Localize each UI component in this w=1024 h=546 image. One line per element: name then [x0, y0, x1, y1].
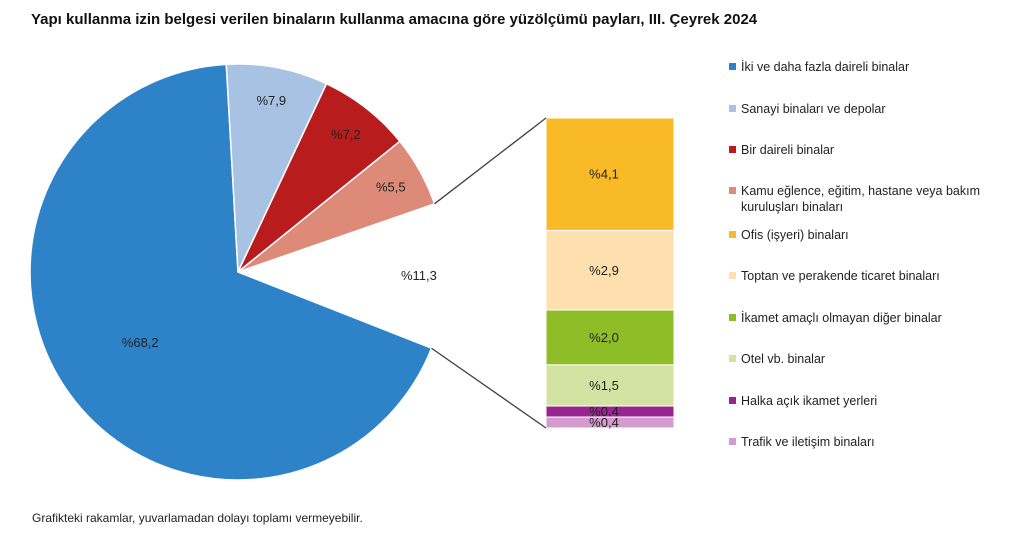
- connector-line-top: [434, 117, 547, 205]
- pie-slice-label: %5,5: [376, 180, 406, 195]
- bar-segment-label: %0,4: [589, 415, 619, 430]
- legend-item: Trafik ve iletişim binaları: [729, 434, 1014, 450]
- bar-segment-label: %4,1: [589, 167, 619, 182]
- chart-title: Yapı kullanma izin belgesi verilen binal…: [31, 11, 758, 28]
- legend-label: Trafik ve iletişim binaları: [741, 435, 875, 449]
- pie-slice-label: %7,2: [331, 127, 361, 142]
- legend-item: Kamu eğlence, eğitim, hastane veya bakım…: [729, 183, 1014, 215]
- legend-swatch: [729, 187, 736, 194]
- legend-swatch: [729, 231, 736, 238]
- legend-item: Toptan ve perakende ticaret binaları: [729, 268, 1014, 284]
- pie-slice: [29, 63, 433, 481]
- legend-label: İkamet amaçlı olmayan diğer binalar: [741, 311, 942, 325]
- pie-slice: [225, 63, 328, 273]
- legend-label: Kamu eğlence, eğitim, hastane veya bakım…: [741, 184, 981, 214]
- bar-segment-label: %0,4: [589, 404, 619, 419]
- connector-line-bottom: [431, 347, 547, 429]
- footnote: Grafikteki rakamlar, yuvarlamadan dolayı…: [32, 511, 363, 525]
- legend-item: Ofis (işyeri) binaları: [729, 227, 1014, 243]
- legend-swatch: [729, 272, 736, 279]
- legend-item: Sanayi binaları ve depolar: [729, 101, 1014, 117]
- bar-segment-label: %2,9: [589, 263, 619, 278]
- legend-item: İkamet amaçlı olmayan diğer binalar: [729, 310, 1014, 326]
- bar-segment: [545, 309, 675, 366]
- legend-label: Otel vb. binalar: [741, 352, 826, 366]
- legend-label: Halka açık ikamet yerleri: [741, 394, 878, 408]
- pie-slice-label: %68,2: [122, 335, 159, 350]
- legend-swatch: [729, 63, 736, 70]
- legend-item: Otel vb. binalar: [729, 351, 1014, 367]
- legend-swatch: [729, 314, 736, 321]
- legend-swatch: [729, 146, 736, 153]
- other-slice-label: %11,3: [401, 268, 437, 283]
- legend-item: İki ve daha fazla daireli binalar: [729, 59, 1014, 75]
- legend-label: İki ve daha fazla daireli binalar: [741, 60, 910, 74]
- pie-slice-label: %7,9: [256, 93, 286, 108]
- legend-label: Bir daireli binalar: [741, 143, 835, 157]
- legend-label: Ofis (işyeri) binaları: [741, 228, 849, 242]
- bar-segment-label: %2,0: [589, 330, 619, 345]
- legend-item: Halka açık ikamet yerleri: [729, 393, 1014, 409]
- legend-label: Sanayi binaları ve depolar: [741, 102, 886, 116]
- bar-segment: [545, 416, 675, 429]
- legend-swatch: [729, 438, 736, 445]
- bar-segment-label: %1,5: [589, 378, 619, 393]
- legend-swatch: [729, 355, 736, 362]
- legend-label: Toptan ve perakende ticaret binaları: [741, 269, 940, 283]
- legend-swatch: [729, 397, 736, 404]
- legend-item: Bir daireli binalar: [729, 142, 1014, 158]
- legend-swatch: [729, 105, 736, 112]
